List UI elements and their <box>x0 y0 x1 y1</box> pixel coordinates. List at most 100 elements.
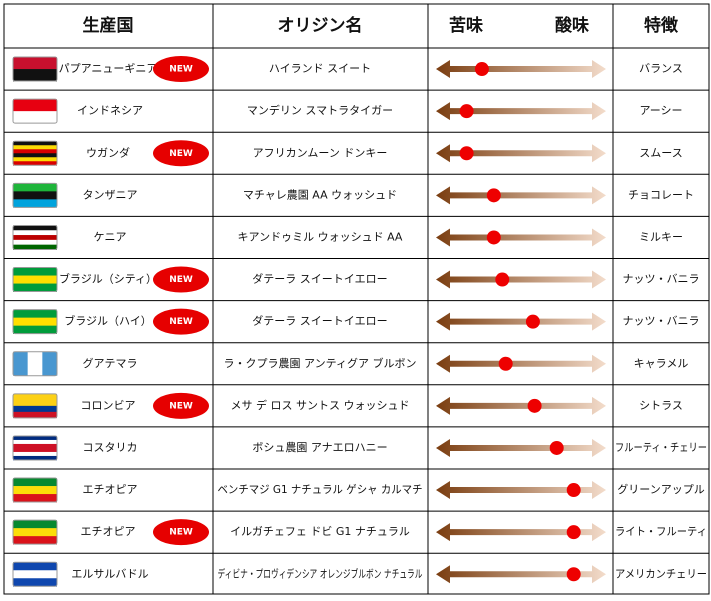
feature: キャラメル <box>634 357 689 370</box>
origin-name: ラ・クプラ農園 アンティグア ブルボン <box>224 356 417 370</box>
feature: ライト・フルーティ <box>615 525 707 538</box>
taste-arrow <box>436 481 606 500</box>
taste-arrow <box>436 102 606 121</box>
flag-stripe <box>27 351 43 376</box>
flag-frame <box>12 519 58 545</box>
new-badge-label: NEW <box>169 65 193 75</box>
flag-stripe <box>13 528 57 537</box>
feature: チョコレート <box>628 188 694 201</box>
flag-stripe <box>13 149 57 154</box>
flag-stripe <box>13 57 57 70</box>
flag-frame <box>12 435 58 461</box>
flag-stripe <box>13 225 57 231</box>
flag-frame <box>12 182 58 208</box>
taste-arrow <box>436 438 606 457</box>
new-badge-label: NEW <box>169 275 193 285</box>
feature: グリーンアップル <box>617 482 704 496</box>
table-border <box>3 3 710 595</box>
flag-stripe <box>42 351 58 376</box>
flag-stripe <box>13 239 57 245</box>
flag-frame <box>12 98 58 124</box>
taste-dot <box>549 440 564 455</box>
country-name: ブラジル（ハイ） <box>64 314 152 328</box>
taste-arrow <box>436 186 606 205</box>
taste-arrow <box>436 270 606 289</box>
taste-dot <box>566 525 581 540</box>
country-name: インドネシア <box>77 104 143 117</box>
taste-dot <box>474 62 489 77</box>
taste-arrow <box>436 523 606 542</box>
flag-stripe <box>13 443 57 449</box>
flag-stripe <box>13 157 57 162</box>
country-name: コロンビア <box>81 399 136 412</box>
taste-dot <box>525 314 540 329</box>
flag-stripe <box>13 153 57 158</box>
flag-stripe <box>13 141 57 146</box>
flag-stripe <box>13 309 57 318</box>
flag-stripe <box>13 244 57 250</box>
flag-stripe <box>13 230 57 236</box>
flag-stripe <box>13 317 57 326</box>
flag-stripe <box>13 447 57 453</box>
feature: ナッツ・バニラ <box>623 315 700 328</box>
new-badge-label: NEW <box>169 528 193 538</box>
flag-stripe <box>13 393 57 401</box>
feature: スムース <box>639 146 682 159</box>
flag-frame <box>12 561 58 587</box>
taste-arrow <box>436 228 606 247</box>
flag-stripe <box>13 161 57 166</box>
flag-stripe <box>13 145 57 150</box>
feature: アメリカンチェリー <box>615 567 707 580</box>
origin-name: マンデリン スマトラタイガー <box>247 103 393 117</box>
country-name: エルサルバドル <box>71 567 148 580</box>
taste-dot <box>566 483 581 498</box>
flag-frame <box>12 393 58 419</box>
flag-stripe <box>13 486 57 495</box>
feature: フルーティ・チェリー <box>615 441 707 454</box>
feature: バランス <box>639 62 683 75</box>
flag-stripe <box>13 578 57 587</box>
country-name: コスタリカ <box>83 441 138 454</box>
taste-dot <box>566 567 581 582</box>
flag-frame <box>12 309 58 335</box>
flag-stripe <box>13 520 57 529</box>
flag-stripe <box>13 283 57 292</box>
new-badge-label: NEW <box>169 149 193 159</box>
taste-dot <box>527 398 542 413</box>
taste-dot <box>486 230 501 245</box>
new-badge <box>153 266 209 293</box>
flag-stripe <box>13 183 57 192</box>
flag-stripe <box>13 562 57 571</box>
flag-stripe <box>13 399 57 407</box>
flag-stripe <box>13 435 57 441</box>
taste-arrow <box>436 565 606 584</box>
new-badge <box>153 392 209 419</box>
flag-stripe <box>13 325 57 334</box>
flag-stripe <box>13 267 57 276</box>
country-name: ウガンダ <box>86 145 130 159</box>
origin-name: ダテーラ スイートイエロー <box>252 272 387 286</box>
flag-stripe <box>13 69 57 82</box>
new-badge <box>153 56 209 83</box>
flag-stripe <box>13 405 57 413</box>
origin-name: アフリカンムーン ドンキー <box>253 146 388 159</box>
country-name: ブラジル（シティ） <box>59 272 157 286</box>
flag-stripe <box>13 478 57 487</box>
origin-name: ディビナ・プロヴィデンシア オレンジブルボン ナチュラル <box>218 566 423 580</box>
flag-stripe <box>13 570 57 579</box>
taste-dot <box>459 104 474 119</box>
taste-arrow <box>436 354 606 373</box>
header-country: 生産国 <box>83 15 134 36</box>
country-name: ケニア <box>94 230 127 243</box>
header-sour: 酸味 <box>555 15 589 36</box>
new-badge-label: NEW <box>169 317 193 327</box>
origin-name: キアンドゥミル ウォッシュド AA <box>238 230 403 243</box>
taste-dot <box>498 356 513 371</box>
header-bitter: 苦味 <box>449 15 483 36</box>
flag-frame <box>12 140 58 166</box>
flag-stripe <box>13 111 57 124</box>
taste-dot <box>486 188 501 203</box>
origin-name: イルガチェフェ ドビ G1 ナチュラル <box>230 525 410 538</box>
flag-frame <box>12 224 58 250</box>
taste-dot <box>459 146 474 161</box>
